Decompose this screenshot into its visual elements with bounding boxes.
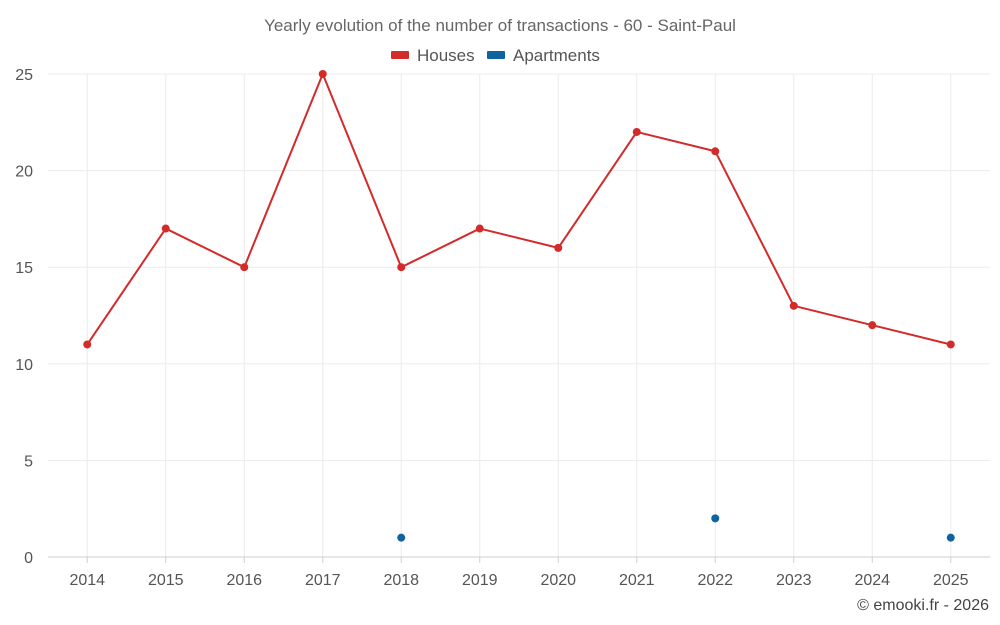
data-point-houses[interactable] bbox=[868, 321, 877, 330]
x-tick-label: 2019 bbox=[462, 572, 498, 589]
legend-label-apartments: Apartments bbox=[513, 46, 600, 65]
legend-item-houses[interactable]: Houses bbox=[391, 46, 475, 65]
y-tick-label: 0 bbox=[24, 550, 33, 567]
data-point-houses[interactable] bbox=[475, 224, 484, 233]
credit-text: © emooki.fr - 2026 bbox=[857, 597, 989, 614]
legend: Houses Apartments bbox=[391, 46, 600, 65]
x-tick-label: 2016 bbox=[226, 572, 262, 589]
y-tick-label: 5 bbox=[24, 453, 33, 470]
y-tick-label: 20 bbox=[15, 164, 33, 181]
data-point-apartments[interactable] bbox=[397, 533, 406, 542]
data-point-apartments[interactable] bbox=[946, 533, 955, 542]
data-point-houses[interactable] bbox=[789, 301, 798, 310]
x-tick-label: 2015 bbox=[148, 572, 184, 589]
data-point-apartments[interactable] bbox=[711, 514, 720, 523]
legend-swatch-houses bbox=[391, 51, 409, 59]
chart-title: Yearly evolution of the number of transa… bbox=[264, 16, 736, 35]
x-tick-label: 2025 bbox=[933, 572, 969, 589]
data-point-houses[interactable] bbox=[946, 340, 955, 349]
y-tick-label: 10 bbox=[15, 357, 33, 374]
x-tick-label: 2023 bbox=[776, 572, 812, 589]
x-tick-label: 2017 bbox=[305, 572, 341, 589]
series-houses bbox=[83, 70, 955, 349]
data-point-houses[interactable] bbox=[397, 263, 406, 272]
legend-label-houses: Houses bbox=[417, 46, 475, 65]
y-tick-label: 25 bbox=[15, 67, 33, 84]
x-tick-label: 2024 bbox=[854, 572, 890, 589]
data-point-houses[interactable] bbox=[711, 147, 720, 156]
legend-item-apartments[interactable]: Apartments bbox=[487, 46, 600, 65]
data-point-houses[interactable] bbox=[632, 127, 641, 136]
series bbox=[83, 70, 955, 542]
grid bbox=[48, 73, 990, 557]
data-point-houses[interactable] bbox=[83, 340, 92, 349]
series-line-houses bbox=[86, 73, 951, 346]
legend-swatch-apartments bbox=[487, 51, 505, 59]
series-apartments bbox=[397, 514, 955, 542]
y-tick-label: 15 bbox=[15, 260, 33, 277]
x-tick-label: 2020 bbox=[540, 572, 576, 589]
x-tick-label: 2014 bbox=[69, 572, 105, 589]
x-tick-label: 2021 bbox=[619, 572, 655, 589]
data-point-houses[interactable] bbox=[161, 224, 170, 233]
x-tick-label: 2018 bbox=[383, 572, 419, 589]
data-point-houses[interactable] bbox=[554, 243, 563, 252]
data-point-houses[interactable] bbox=[318, 70, 327, 78]
x-tick-label: 2022 bbox=[697, 572, 733, 589]
data-point-houses[interactable] bbox=[240, 263, 249, 272]
